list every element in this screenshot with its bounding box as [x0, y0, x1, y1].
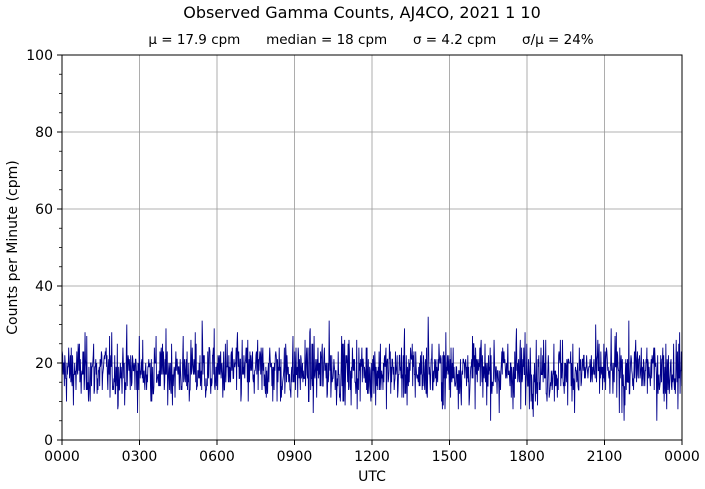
data-series: [61, 316, 683, 421]
x-axis-label: UTC: [358, 469, 386, 485]
y-tick-label: 40: [35, 279, 53, 295]
y-axis-label: Counts per Minute (cpm): [5, 160, 21, 334]
x-tick-label: 0900: [277, 449, 313, 465]
y-tick-label: 60: [35, 202, 53, 218]
y-tick-label: 0: [44, 433, 53, 449]
x-tick-label: 1500: [432, 449, 468, 465]
chart-title: Observed Gamma Counts, AJ4CO, 2021 1 10: [183, 3, 541, 22]
y-tick-label: 80: [35, 125, 53, 141]
series-line: [61, 316, 683, 421]
chart-subtitle: μ = 17.9 cpm median = 18 cpm σ = 4.2 cpm…: [148, 32, 593, 48]
x-tick-label: 0000: [664, 449, 700, 465]
x-tick-label: 1200: [354, 449, 390, 465]
x-tick-label: 0000: [44, 449, 80, 465]
x-tick-label: 0600: [199, 449, 235, 465]
x-axis: 0000 0300 0600 0900 1200 1500 1800 2100 0000: [44, 440, 700, 465]
y-axis: 0 20 40 60 80 100: [26, 48, 62, 449]
x-tick-label: 2100: [587, 449, 623, 465]
x-tick-label: 0300: [122, 449, 158, 465]
y-tick-label: 100: [26, 48, 53, 64]
y-tick-label: 20: [35, 356, 53, 372]
x-tick-label: 1800: [509, 449, 545, 465]
